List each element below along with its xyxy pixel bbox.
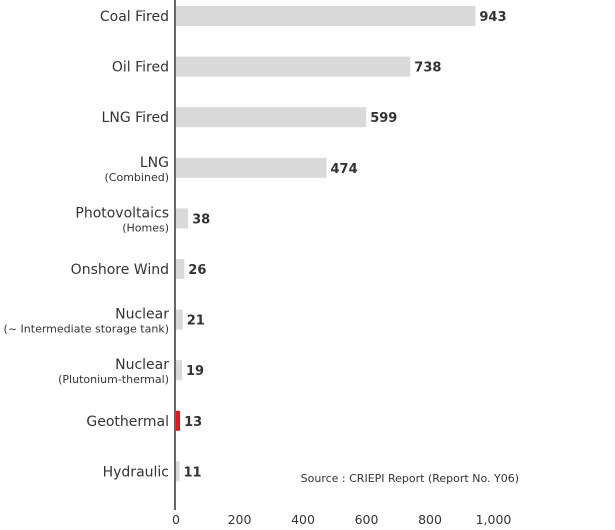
source-note: Source : CRIEPI Report (Report No. Y06)	[301, 472, 519, 485]
bar-4	[176, 208, 189, 229]
category-label-6: Nuclear	[115, 307, 169, 323]
x-tick-label-1: 200	[228, 512, 252, 527]
category-sublabel-4: (Homes)	[122, 221, 169, 234]
category-labels-group: Coal Fired Oil Fired LNG Fired LNG(Combined…	[4, 9, 170, 480]
value-label-0: 943	[479, 10, 506, 25]
value-labels-group: 943 738 599 474 38 26 21 19 13 11	[184, 10, 507, 480]
x-tick-label-5: 1,000	[476, 512, 512, 527]
x-tick-label-4: 800	[418, 512, 442, 527]
bar-7	[176, 360, 182, 381]
category-label-8: Geothermal	[86, 414, 169, 430]
category-sublabel-7: (Plutonium-thermal)	[58, 373, 169, 386]
x-tick-labels-group: 0 200 400 600 800 1,000	[172, 512, 511, 527]
x-tick-label-0: 0	[172, 512, 180, 527]
value-label-2: 599	[370, 111, 397, 126]
x-tick-label-2: 400	[291, 512, 315, 527]
category-label-7: Nuclear	[115, 357, 169, 373]
value-label-3: 474	[331, 162, 358, 177]
category-label-9: Hydraulic	[103, 464, 169, 480]
category-sublabel-3: (Combined)	[105, 171, 169, 184]
bars-group	[176, 6, 476, 482]
category-label-3: LNG	[140, 155, 169, 171]
category-label-0: Coal Fired	[100, 9, 169, 25]
bar-1	[176, 56, 411, 77]
value-label-1: 738	[414, 61, 441, 76]
category-sublabel-6: (~ Intermediate storage tank)	[4, 323, 169, 336]
category-label-2: LNG Fired	[102, 110, 169, 126]
value-label-8: 13	[184, 415, 202, 430]
bar-3	[176, 157, 327, 178]
bar-5	[176, 259, 185, 279]
bar-0	[176, 6, 476, 26]
category-label-1: Oil Fired	[112, 60, 169, 76]
category-label-5: Onshore Wind	[71, 262, 169, 278]
value-label-6: 21	[187, 314, 205, 329]
bar-2	[176, 107, 367, 128]
category-label-4: Photovoltaics	[75, 205, 169, 221]
value-label-9: 11	[184, 465, 202, 480]
value-label-7: 19	[186, 364, 204, 379]
bar-6	[176, 309, 183, 330]
bar-8	[176, 410, 181, 431]
x-tick-label-3: 600	[355, 512, 379, 527]
value-label-5: 26	[188, 263, 206, 278]
bar-9	[176, 461, 180, 482]
value-label-4: 38	[192, 212, 210, 227]
